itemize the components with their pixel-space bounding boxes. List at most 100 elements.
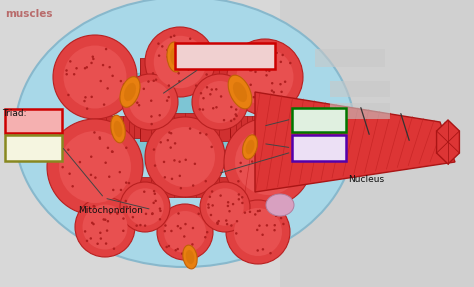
Ellipse shape [189, 38, 191, 40]
Ellipse shape [102, 64, 104, 66]
Ellipse shape [195, 84, 197, 87]
Ellipse shape [84, 230, 86, 233]
Ellipse shape [59, 131, 131, 203]
Ellipse shape [280, 61, 282, 63]
Ellipse shape [157, 42, 160, 45]
Ellipse shape [265, 149, 268, 152]
Bar [175, 43, 275, 69]
Ellipse shape [170, 132, 173, 135]
Ellipse shape [181, 253, 183, 255]
Ellipse shape [211, 190, 213, 193]
Ellipse shape [249, 69, 251, 71]
Ellipse shape [233, 118, 236, 120]
Ellipse shape [180, 187, 182, 189]
Ellipse shape [227, 205, 229, 207]
Ellipse shape [169, 146, 172, 149]
Ellipse shape [265, 74, 268, 77]
Ellipse shape [243, 135, 257, 159]
Ellipse shape [235, 232, 237, 235]
Ellipse shape [249, 211, 251, 213]
Ellipse shape [159, 208, 161, 210]
Ellipse shape [261, 234, 264, 236]
FancyBboxPatch shape [230, 116, 275, 138]
Ellipse shape [223, 119, 225, 121]
Text: Mitochondrion: Mitochondrion [78, 206, 143, 216]
Ellipse shape [150, 115, 153, 118]
Ellipse shape [258, 165, 261, 167]
Ellipse shape [125, 146, 128, 149]
Bar [280, 0, 474, 287]
Ellipse shape [79, 161, 81, 163]
Bar [5, 109, 62, 133]
Ellipse shape [177, 225, 179, 227]
Ellipse shape [159, 141, 162, 144]
Ellipse shape [170, 230, 173, 232]
Ellipse shape [109, 66, 111, 68]
Ellipse shape [174, 249, 177, 251]
Ellipse shape [191, 250, 194, 252]
Ellipse shape [200, 182, 250, 232]
Ellipse shape [173, 42, 176, 44]
Ellipse shape [229, 82, 232, 84]
Ellipse shape [273, 161, 275, 164]
FancyBboxPatch shape [95, 116, 140, 138]
Ellipse shape [151, 213, 154, 215]
Ellipse shape [136, 102, 138, 104]
Ellipse shape [199, 132, 201, 134]
Ellipse shape [120, 182, 170, 232]
Ellipse shape [104, 218, 107, 221]
Ellipse shape [239, 162, 242, 164]
Ellipse shape [256, 229, 258, 231]
Ellipse shape [269, 252, 272, 254]
Ellipse shape [258, 224, 261, 227]
Ellipse shape [284, 80, 286, 83]
Ellipse shape [265, 224, 268, 227]
Ellipse shape [170, 36, 172, 38]
Ellipse shape [184, 223, 187, 225]
Ellipse shape [253, 96, 255, 98]
Ellipse shape [159, 218, 161, 220]
Ellipse shape [62, 166, 64, 168]
Ellipse shape [219, 194, 222, 197]
Ellipse shape [206, 188, 244, 226]
Ellipse shape [126, 205, 128, 208]
Ellipse shape [131, 71, 148, 187]
Ellipse shape [92, 58, 95, 60]
Ellipse shape [282, 54, 284, 56]
Ellipse shape [15, 0, 355, 267]
Ellipse shape [111, 150, 113, 153]
Ellipse shape [210, 88, 213, 91]
Ellipse shape [199, 81, 241, 123]
Ellipse shape [119, 80, 122, 82]
Ellipse shape [153, 190, 155, 192]
Ellipse shape [123, 84, 125, 86]
Ellipse shape [174, 142, 176, 145]
Ellipse shape [168, 131, 171, 134]
Bar [292, 108, 346, 132]
Text: muscles: muscles [5, 9, 53, 19]
Ellipse shape [238, 89, 240, 91]
Ellipse shape [120, 77, 140, 107]
Ellipse shape [145, 27, 215, 97]
Ellipse shape [178, 160, 181, 163]
Ellipse shape [202, 108, 204, 111]
Ellipse shape [179, 174, 181, 177]
Ellipse shape [183, 235, 185, 238]
Ellipse shape [136, 224, 138, 227]
Ellipse shape [125, 180, 245, 194]
Ellipse shape [47, 119, 143, 215]
Ellipse shape [275, 214, 277, 217]
Ellipse shape [194, 162, 196, 165]
Ellipse shape [228, 75, 252, 109]
Ellipse shape [207, 206, 210, 209]
Ellipse shape [133, 100, 136, 103]
Ellipse shape [277, 126, 280, 128]
Ellipse shape [260, 65, 263, 68]
Ellipse shape [106, 229, 109, 232]
Ellipse shape [168, 245, 170, 247]
Ellipse shape [181, 67, 183, 70]
Ellipse shape [92, 205, 95, 207]
Ellipse shape [161, 45, 164, 48]
Ellipse shape [100, 80, 102, 82]
Ellipse shape [85, 66, 88, 69]
